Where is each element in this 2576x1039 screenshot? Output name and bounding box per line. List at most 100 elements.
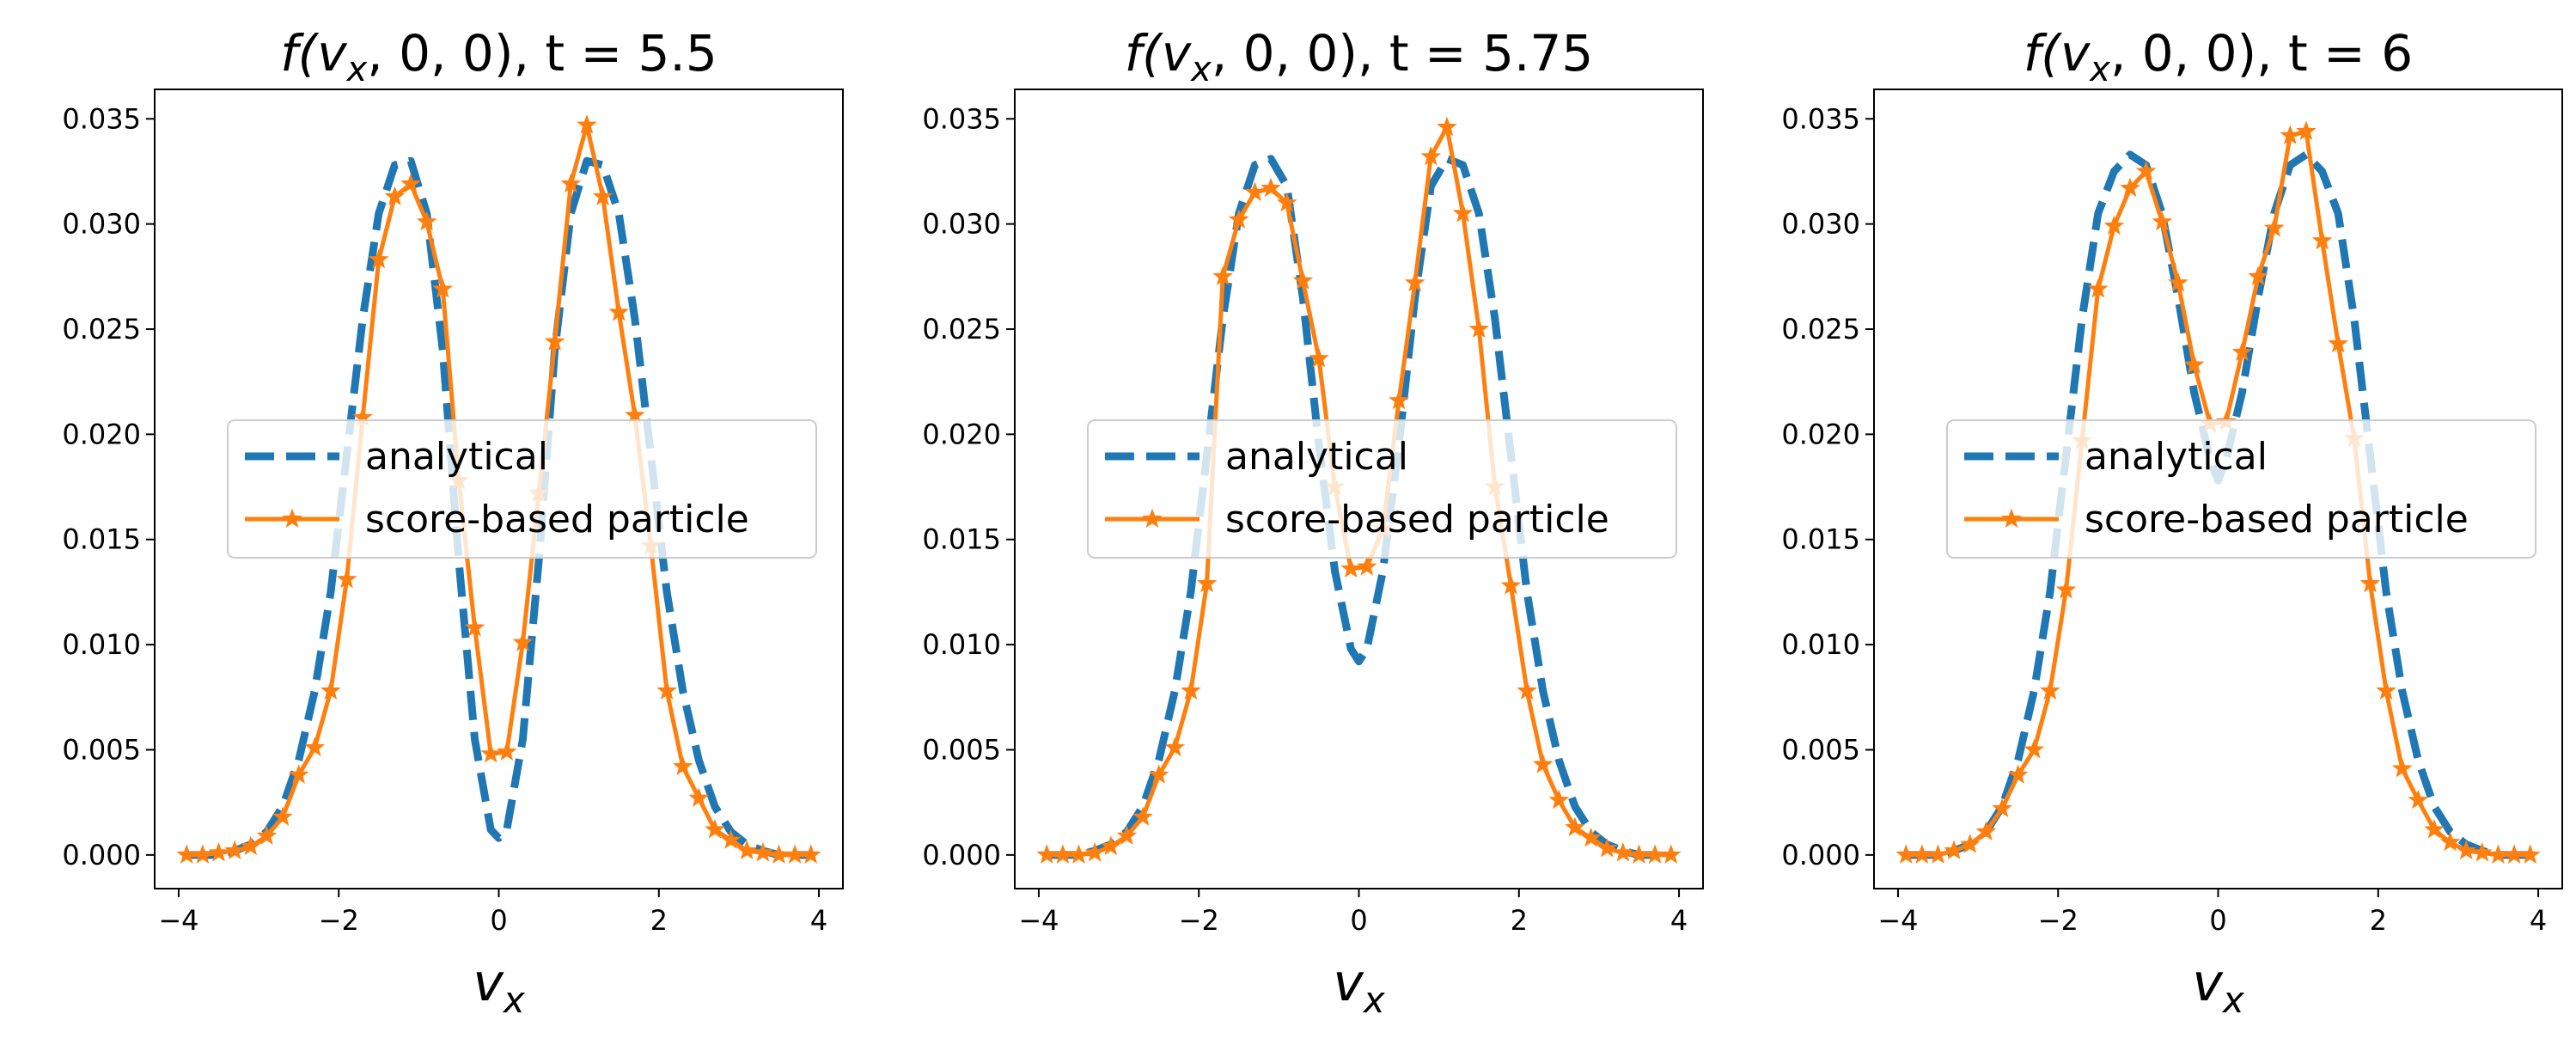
data-point-star (1468, 318, 1490, 339)
y-tick-label: 0.035 (62, 102, 141, 135)
legend-label-score-based-particle: score-based particle (365, 498, 749, 541)
data-point-star (2439, 831, 2461, 852)
x-axis-label-subscript: x (1362, 979, 1386, 1021)
data-point-star (2007, 764, 2029, 784)
data-point-star (2152, 211, 2173, 231)
y-tick-label: 0.025 (62, 313, 141, 345)
chart-panel-2: f(vx, 0, 0), t = 5.750.0000.0050.0100.01… (922, 24, 1704, 1021)
data-point-star (1532, 754, 1554, 773)
y-tick-label: 0.010 (62, 628, 141, 661)
y-tick-label: 0.030 (62, 208, 141, 241)
x-axis-label: vx (1333, 953, 1386, 1021)
data-point-star (2087, 278, 2109, 298)
data-point-star (1196, 572, 1218, 593)
data-point-star (2248, 266, 2268, 285)
series-line-analytical (1047, 155, 1671, 859)
data-point-star (1181, 680, 1201, 700)
axes-frame (1873, 89, 2563, 889)
x-tick-label: 0 (1350, 904, 1367, 937)
x-tick-label: 2 (2370, 904, 2387, 937)
y-tick-label: 0.000 (922, 839, 1001, 871)
data-point-star (2120, 177, 2140, 198)
data-point-star (2472, 841, 2493, 862)
data-point-star (2183, 354, 2205, 374)
data-point-star (320, 680, 341, 700)
x-tick-label: −4 (158, 904, 198, 937)
data-point-star (1148, 764, 1169, 784)
chart-title: f(vx, 0, 0), t = 5.75 (1125, 24, 1593, 89)
data-point-star (400, 173, 421, 193)
data-point-star (1309, 347, 1329, 368)
chart-title-suffix: , 0, 0), t = 5.5 (367, 24, 717, 83)
data-point-star (672, 755, 693, 776)
data-point-star (1164, 736, 1186, 757)
data-point-star (2263, 217, 2285, 237)
y-tick-label: 0.025 (922, 313, 1001, 345)
data-point-star (1613, 841, 1633, 862)
data-point-star (1944, 840, 1964, 860)
data-point-star (625, 404, 645, 425)
legend-box (1087, 419, 1677, 559)
axes-frame (1014, 89, 1704, 889)
data-point-star (1992, 798, 2012, 818)
x-tick-label: −4 (1877, 904, 1918, 937)
data-point-star (2376, 680, 2396, 700)
data-point-star (2024, 739, 2045, 759)
data-point-star (592, 186, 613, 205)
data-point-star (2168, 272, 2188, 292)
y-tick-label: 0.005 (922, 733, 1001, 766)
data-point-star (288, 764, 309, 784)
legend-marker-star (282, 508, 302, 529)
legend-marker-star (2001, 508, 2022, 529)
data-point-star (1975, 821, 1997, 840)
legend-label-analytical: analytical (365, 435, 548, 479)
x-tick-label: 4 (2530, 904, 2547, 937)
legend: analytical score-based particle (227, 419, 817, 559)
data-point-star (577, 114, 597, 134)
data-point-star (1276, 192, 1297, 212)
data-point-star (272, 806, 293, 826)
data-point-star (192, 844, 213, 864)
chart-title: f(vx, 0, 0), t = 5.5 (280, 24, 717, 89)
data-point-star (1548, 789, 1570, 810)
chart-title-prefix: f(v (2024, 24, 2091, 83)
legend-label-score-based-particle: score-based particle (1225, 498, 1609, 541)
legend-box (227, 419, 817, 559)
x-tick-label: 4 (810, 904, 827, 937)
legend-label-analytical: analytical (1225, 435, 1408, 479)
x-tick-label: −2 (319, 904, 359, 937)
data-point-star (256, 825, 278, 845)
x-axis-label-subscript: x (2221, 979, 2245, 1021)
chart-title-subscript: x (2088, 50, 2110, 89)
data-point-star (2408, 789, 2429, 810)
data-point-star (336, 568, 357, 589)
y-tick-label: 0.005 (1781, 733, 1860, 766)
y-tick-label: 0.025 (1781, 313, 1860, 345)
data-point-star (1212, 266, 1233, 285)
data-point-star (2311, 229, 2333, 250)
data-point-star (464, 617, 485, 637)
data-point-star (2280, 125, 2301, 144)
data-point-star (1420, 145, 1442, 166)
data-point-star (496, 741, 517, 761)
data-point-star (2359, 572, 2381, 593)
y-tick-label: 0.015 (62, 523, 141, 556)
x-axis-label-main: v (2192, 953, 2224, 1013)
data-point-star (800, 844, 821, 864)
y-tick-label: 0.000 (1781, 839, 1860, 871)
data-point-star (705, 819, 725, 839)
data-point-star (224, 840, 245, 860)
data-point-star (1228, 209, 1249, 229)
data-point-star (384, 186, 406, 205)
data-point-star (720, 829, 742, 849)
data-point-star (2231, 341, 2253, 361)
chart-panel-1: f(vx, 0, 0), t = 5.50.0000.0050.0100.015… (62, 24, 844, 1021)
data-point-star (208, 841, 229, 862)
data-point-star (1116, 825, 1138, 845)
x-tick-label: −2 (1179, 904, 1219, 937)
y-tick-label: 0.015 (922, 523, 1001, 556)
data-point-star (1565, 816, 1585, 837)
data-point-star (688, 787, 710, 807)
y-tick-label: 0.020 (62, 418, 141, 450)
